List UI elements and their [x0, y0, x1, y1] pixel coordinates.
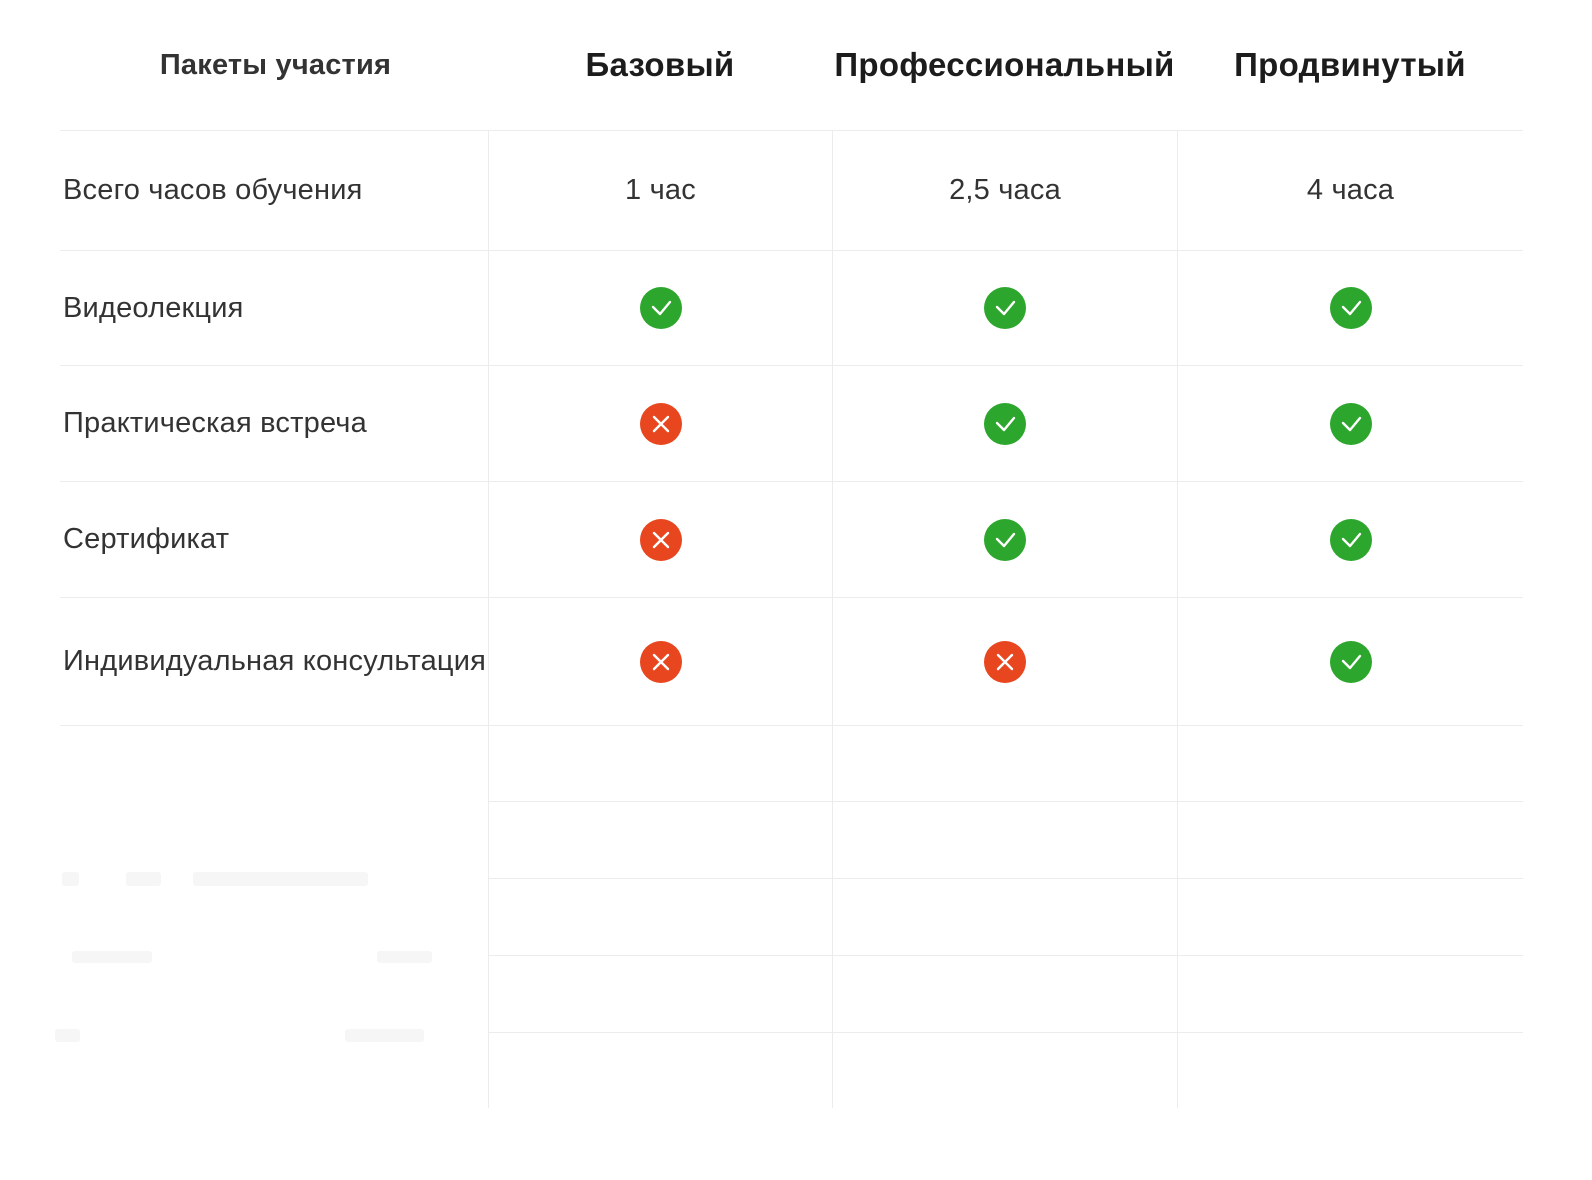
- table-body: Всего часов обучения 1 час 2,5 часа 4 часа В…: [60, 130, 1523, 726]
- check-icon: [1329, 287, 1372, 329]
- check-icon: [984, 518, 1026, 561]
- feature-label: Видеолекция: [60, 250, 488, 365]
- plan-cell: [1177, 481, 1523, 597]
- empty-label-cell: [60, 1032, 488, 1108]
- empty-label-cell: [60, 726, 488, 801]
- plan-cell: 1 час: [488, 130, 832, 250]
- plan-cell: [1177, 250, 1523, 365]
- plan-cell: [1177, 597, 1523, 725]
- empty-plan-cell: [1177, 1032, 1523, 1108]
- empty-plan-cell: [488, 726, 832, 801]
- empty-plan-cell: [1177, 726, 1523, 801]
- plan-cell: [488, 365, 832, 481]
- empty-plan-cell: [832, 955, 1177, 1032]
- check-icon: [639, 287, 682, 329]
- plan-cell: [488, 597, 832, 725]
- packages-title: Пакеты участия: [159, 48, 392, 81]
- empty-plan-cell: [832, 801, 1177, 878]
- empty-label-cell: [60, 955, 488, 1032]
- empty-label-cell: [60, 878, 488, 955]
- ghost-text-fragment: [62, 872, 79, 886]
- empty-plan-cell: [488, 1032, 832, 1108]
- feature-label: Индивидуальная консультация: [60, 597, 488, 725]
- plan-cell: [832, 481, 1177, 597]
- plan-cell: [488, 250, 832, 365]
- cross-icon: [639, 402, 682, 445]
- check-icon: [984, 287, 1026, 329]
- feature-label: Сертификат: [60, 481, 488, 597]
- ghost-text-fragment: [126, 872, 161, 886]
- ghost-text-fragment: [72, 951, 152, 963]
- check-icon: [1329, 402, 1372, 445]
- empty-plan-cell: [1177, 801, 1523, 878]
- check-icon: [1329, 518, 1372, 561]
- packages-table: Пакеты участия Базовый Профессиональный …: [60, 0, 1523, 1108]
- empty-plan-cell: [488, 955, 832, 1032]
- cross-icon: [984, 640, 1026, 683]
- plan-cell: [488, 481, 832, 597]
- check-icon: [1329, 640, 1372, 683]
- empty-plan-cell: [1177, 878, 1523, 955]
- empty-label-cell: [60, 801, 488, 878]
- cross-icon: [639, 640, 682, 683]
- plan-header-professional: Профессиональный: [834, 46, 1175, 83]
- cell-value: 4 часа: [1306, 174, 1395, 206]
- plan-cell: 4 часа: [1177, 130, 1523, 250]
- feature-label: Всего часов обучения: [60, 130, 488, 250]
- cell-value: 1 час: [625, 174, 696, 206]
- plan-cell: [832, 597, 1177, 725]
- plan-header-advanced: Продвинутый: [1234, 46, 1466, 83]
- cross-icon: [639, 518, 682, 561]
- plan-cell: [832, 250, 1177, 365]
- empty-plan-cell: [1177, 955, 1523, 1032]
- empty-plan-cell: [488, 878, 832, 955]
- ghost-text-fragment: [193, 872, 368, 886]
- plan-cell: [832, 365, 1177, 481]
- faded-empty-section: [60, 726, 1523, 1108]
- plan-cell: [1177, 365, 1523, 481]
- check-icon: [984, 402, 1026, 445]
- empty-plan-cell: [832, 1032, 1177, 1108]
- plan-cell: 2,5 часа: [832, 130, 1177, 250]
- ghost-text-fragment: [377, 951, 432, 963]
- plan-header-basic: Базовый: [585, 46, 735, 83]
- empty-plan-cell: [832, 726, 1177, 801]
- table-header-row: Пакеты участия Базовый Профессиональный …: [60, 0, 1523, 130]
- ghost-text-fragment: [55, 1029, 80, 1042]
- empty-plan-cell: [832, 878, 1177, 955]
- empty-plan-cell: [488, 801, 832, 878]
- ghost-text-fragment: [345, 1029, 424, 1042]
- feature-label: Практическая встреча: [60, 365, 488, 481]
- cell-value: 2,5 часа: [949, 174, 1061, 206]
